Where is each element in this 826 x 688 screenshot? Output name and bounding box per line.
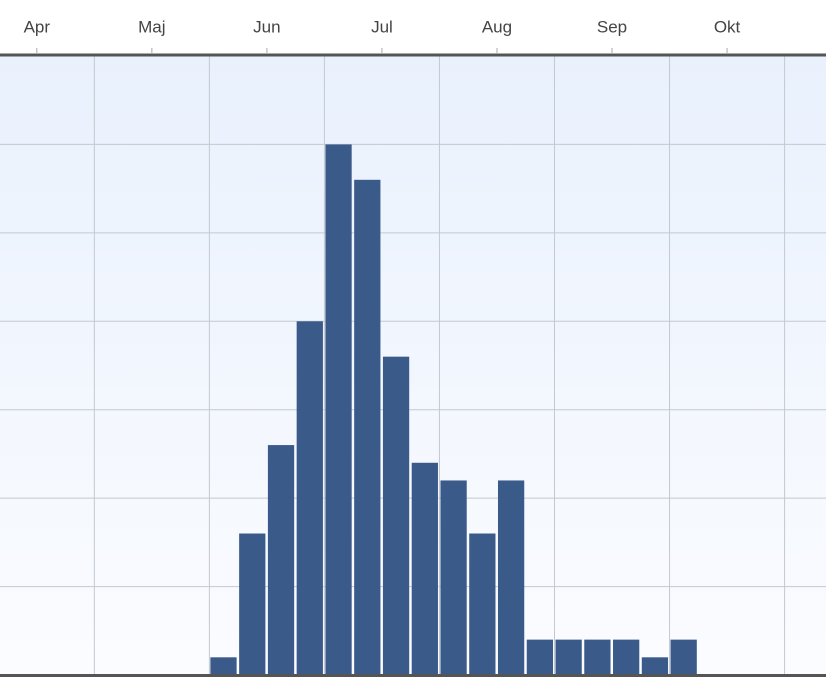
bar	[641, 657, 669, 675]
bar	[267, 445, 295, 675]
x-tick-label: Okt	[714, 17, 741, 36]
bar	[497, 480, 525, 675]
bar	[296, 321, 323, 675]
bar	[382, 356, 410, 675]
bar	[354, 179, 381, 676]
bar	[613, 639, 640, 675]
x-tick-label: Aug	[482, 17, 512, 36]
bar	[555, 639, 582, 675]
bar	[584, 639, 611, 675]
bar	[526, 639, 554, 675]
x-tick-label: Sep	[597, 17, 627, 36]
bar	[670, 639, 697, 675]
bar	[325, 144, 352, 675]
bar	[469, 533, 496, 675]
x-tick-label: Jul	[371, 17, 393, 36]
x-tick-label: Jun	[253, 17, 280, 36]
bar	[210, 657, 237, 675]
bar	[440, 480, 467, 675]
x-tick-label: Apr	[24, 17, 51, 36]
bar	[239, 533, 266, 675]
bar	[411, 462, 438, 675]
x-tick-label: Maj	[138, 17, 165, 36]
plot	[0, 55, 826, 676]
